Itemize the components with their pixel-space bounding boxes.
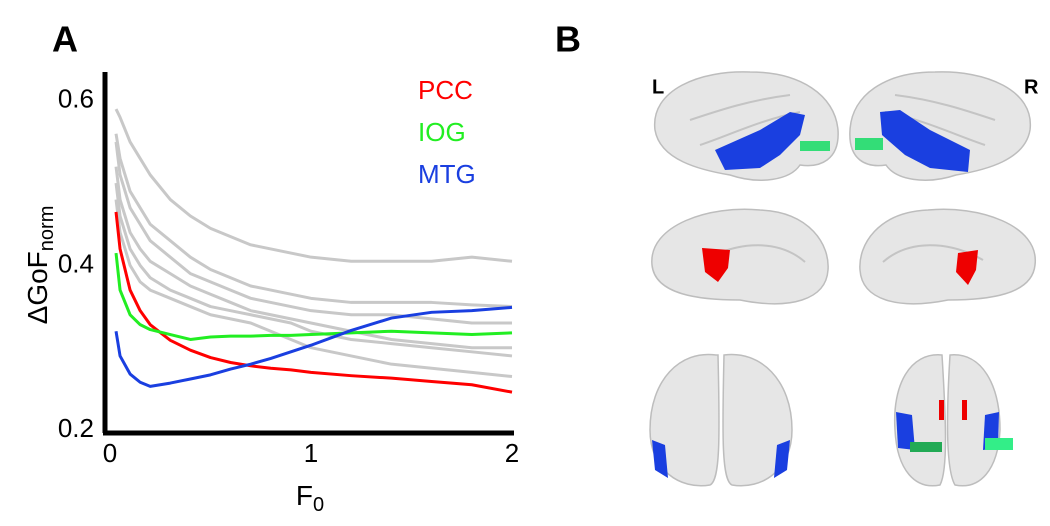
brain-anterior: [893, 354, 947, 487]
x-axis-label: F0: [296, 480, 324, 516]
series-line: [114, 182, 513, 358]
iog-region: [910, 442, 942, 452]
series-line: [114, 141, 512, 325]
brain-medial-left: [651, 208, 829, 305]
pcc-region: [939, 400, 944, 420]
y-tick-label: 0.2: [58, 413, 94, 443]
panel-label: A: [52, 19, 78, 60]
x-label-sub: 0: [313, 494, 324, 516]
brain-posterior: [722, 353, 793, 487]
brain-anterior: [946, 354, 1001, 487]
hemisphere-label: R: [1024, 76, 1039, 98]
pcc-region: [956, 250, 978, 285]
mtg-region: [774, 440, 790, 478]
y-label-main: ΔGoF: [22, 251, 53, 324]
series-line: [114, 305, 513, 388]
y-tick-label: 0.6: [58, 84, 94, 114]
brain-illustrations: [649, 71, 1036, 487]
brain-posterior: [649, 353, 720, 487]
x-label-main: F: [296, 480, 313, 511]
series-line: [114, 108, 513, 263]
legend-entry: PCC: [418, 75, 473, 105]
x-tick-label: 1: [304, 438, 318, 468]
series-line: [114, 211, 513, 394]
series-line: [114, 133, 513, 309]
iog-region: [855, 138, 883, 150]
mtg-region: [715, 112, 805, 170]
hemisphere-label: L: [652, 76, 664, 98]
y-axis-label: ΔGoFnorm: [22, 206, 58, 325]
iog-region: [985, 438, 1013, 450]
series-line: [114, 252, 513, 341]
x-tick-label: 0: [103, 438, 117, 468]
brain-lateral-right: [849, 71, 1031, 181]
mtg-region: [896, 412, 915, 450]
mtg-region: [652, 440, 668, 478]
iog-region: [800, 141, 830, 151]
legend-entry: MTG: [418, 159, 476, 189]
pcc-region: [962, 400, 967, 420]
brain-lateral-left: [654, 71, 839, 181]
series-line: [114, 199, 513, 378]
panel-label: B: [555, 19, 581, 60]
y-label-sub: norm: [36, 206, 58, 252]
mtg-region: [880, 110, 970, 172]
y-tick-label: 0.4: [58, 248, 94, 278]
brain-medial-right: [859, 208, 1036, 305]
pcc-region: [702, 248, 730, 282]
series-line: [114, 166, 512, 350]
x-tick-label: 2: [505, 438, 519, 468]
legend-entry: IOG: [418, 117, 466, 147]
